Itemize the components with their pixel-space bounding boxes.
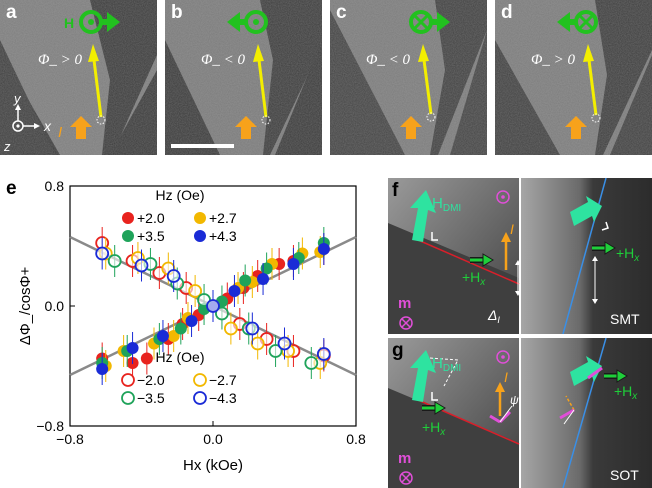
legend-marker <box>194 230 206 242</box>
legend-marker <box>122 230 134 242</box>
phi-text-c: Φ_ < 0 <box>366 52 411 68</box>
data-point <box>95 246 110 261</box>
micrograph-b: b Φ_ < 0 <box>165 0 322 155</box>
legend-entry: +2.7 <box>209 210 237 226</box>
y-axis-label: y <box>13 91 22 106</box>
phi-text-b: Φ_ < 0 <box>201 52 246 68</box>
legend-entry: +2.0 <box>137 210 165 226</box>
chart-e: −0.8 0.0 0.8 0.8 0.0 −0.8 Hx (kOe) ΔΦ_/cosΦ+ Hz… <box>17 178 366 474</box>
panel-label-b: b <box>171 2 183 23</box>
data-point <box>134 258 149 273</box>
panel-label-e: e <box>6 178 17 199</box>
micrograph-a: x y z I H a Φ_ > 0 <box>0 0 157 155</box>
data-point <box>156 330 169 342</box>
micrograph-a-image: x y z I H <box>0 0 157 155</box>
x-tick-label: 0.0 <box>203 431 223 447</box>
legend-entry: −3.5 <box>137 390 165 406</box>
y-axis-label: ΔΦ_/cosΦ+ <box>17 266 34 345</box>
current-label: I <box>58 124 62 141</box>
data-point <box>257 273 270 285</box>
data-point <box>287 258 300 270</box>
data-point <box>185 315 198 327</box>
schematic-g-image: HDMI +Hx +Hx I ψ m SOT <box>388 338 652 488</box>
legend-entry: −2.0 <box>137 372 165 388</box>
phi-text-d: Φ_ > 0 <box>531 52 576 68</box>
data-point <box>206 299 220 313</box>
y-tick-label: 0.0 <box>45 298 65 314</box>
data-point <box>260 262 273 275</box>
data-point <box>126 342 139 354</box>
data-point <box>239 274 252 287</box>
f-hx-label-left: +Hx <box>462 269 486 288</box>
g-hx-label-right: +Hx <box>614 383 638 402</box>
g-psi-label: ψ <box>510 393 519 407</box>
legend-entry: −2.7 <box>209 372 237 388</box>
y-tick-label: 0.8 <box>45 178 65 194</box>
micrograph-c-image <box>330 0 487 155</box>
panel-label-a: a <box>6 2 17 23</box>
data-point <box>174 322 187 335</box>
legend-title-positive: Hz (Oe) <box>156 187 205 203</box>
legend-entry: +3.5 <box>137 228 165 244</box>
data-point <box>268 344 283 358</box>
data-point <box>245 321 260 336</box>
data-point <box>166 269 181 283</box>
data-point <box>304 356 319 370</box>
data-point <box>140 352 153 365</box>
legend-marker <box>193 391 207 405</box>
micrograph-d-image <box>495 0 652 155</box>
f-m-label: m <box>398 295 411 312</box>
x-tick-label: −0.8 <box>56 431 84 447</box>
f-delta-label: ΔI <box>487 307 500 325</box>
schematic-g: HDMI +Hx +Hx I ψ m SOT g <box>388 338 652 488</box>
g-hdmi-label: HDMI <box>432 355 461 374</box>
legend-entry: +4.3 <box>209 228 237 244</box>
data-point <box>250 336 265 351</box>
micrograph-c: c Φ_ < 0 <box>330 0 487 155</box>
z-axis-label: z <box>3 139 11 154</box>
micrograph-b-image <box>165 0 322 155</box>
legend-marker <box>121 391 135 405</box>
legend-marker <box>194 212 206 224</box>
data-point <box>223 321 238 336</box>
x-axis-label: x <box>43 118 52 134</box>
schematic-f: HDMI +Hx +Hx I m ΔI SMT f <box>388 178 652 334</box>
f-hx-label-right: +Hx <box>616 245 640 264</box>
field-label: H <box>64 15 74 31</box>
panel-label-d: d <box>501 2 513 23</box>
g-hx-label-left: +Hx <box>422 419 446 438</box>
legend-marker <box>193 373 207 387</box>
data-point <box>316 347 331 361</box>
data-point <box>215 306 229 321</box>
scale-bar <box>171 144 234 148</box>
legend-title-negative: Hz (Oe) <box>156 349 205 365</box>
data-point <box>167 330 180 342</box>
data-point <box>96 363 109 375</box>
data-point <box>107 254 122 268</box>
legend-marker <box>121 373 135 387</box>
schematic-f-image: HDMI +Hx +Hx I m ΔI SMT <box>388 178 652 334</box>
x-tick-label: 0.8 <box>346 431 366 447</box>
panel-label-g: g <box>392 340 404 361</box>
legend-entry: −4.3 <box>209 390 237 406</box>
data-point <box>317 243 330 255</box>
data-point <box>228 285 241 297</box>
x-axis-label: Hx (kOe) <box>183 457 243 474</box>
phi-text-a: Φ_ > 0 <box>38 52 83 68</box>
f-hdmi-label: HDMI <box>432 195 461 214</box>
f-tag: SMT <box>610 311 640 327</box>
data-point <box>277 336 292 351</box>
panel-label-f: f <box>392 180 399 201</box>
legend-marker <box>122 212 134 224</box>
data-point <box>188 284 203 298</box>
micrograph-d: d Φ_ > 0 <box>495 0 652 155</box>
f-current-label: I <box>510 221 514 237</box>
g-current-label: I <box>504 369 508 385</box>
g-tag: SOT <box>610 467 639 483</box>
panel-label-c: c <box>336 2 347 23</box>
y-tick-label: −0.8 <box>36 418 64 434</box>
g-m-label: m <box>398 450 411 467</box>
